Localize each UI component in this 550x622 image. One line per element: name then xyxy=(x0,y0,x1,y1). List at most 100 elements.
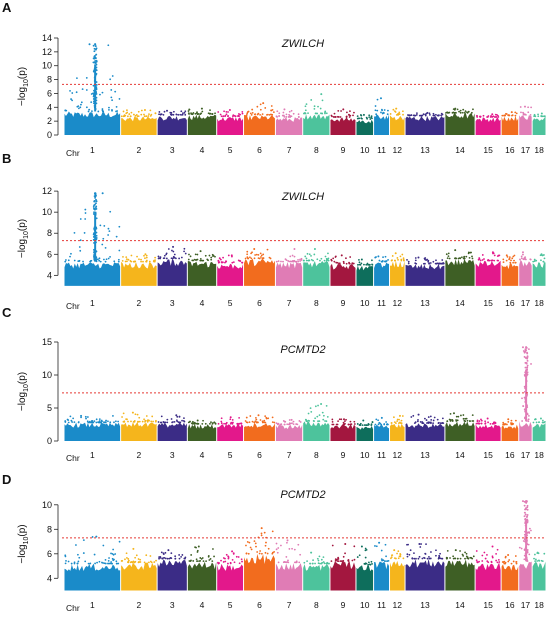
snp-point xyxy=(463,419,466,422)
snp-point xyxy=(353,420,356,423)
snp-point xyxy=(486,116,488,118)
snp-point xyxy=(140,258,142,261)
snp-point xyxy=(542,260,545,263)
snp-point xyxy=(293,548,296,551)
snp-point xyxy=(310,410,313,413)
snp-point xyxy=(317,562,320,565)
snp-point xyxy=(534,553,536,556)
snp-point xyxy=(271,416,274,419)
snp-point xyxy=(238,112,240,115)
snp-point xyxy=(543,552,546,555)
snp-point xyxy=(481,254,484,256)
snp-point xyxy=(307,419,310,422)
chr-label-7: 7 xyxy=(287,298,292,308)
snp-point xyxy=(394,111,397,113)
snp-point xyxy=(533,557,535,560)
snp-point xyxy=(390,422,393,424)
snp-point xyxy=(268,256,271,259)
chr-1-band xyxy=(64,111,121,135)
snp-point xyxy=(463,111,466,114)
snp-point xyxy=(164,551,167,554)
snp-point xyxy=(250,114,253,116)
snp-peak xyxy=(260,527,263,530)
chr-label-1: 1 xyxy=(90,450,95,460)
snp-point xyxy=(468,420,471,422)
snp-point xyxy=(245,544,247,547)
snp-point xyxy=(109,78,112,81)
snp-point xyxy=(314,112,317,115)
snp-point xyxy=(290,115,293,118)
snp-point xyxy=(455,415,458,418)
snp-point xyxy=(493,421,496,424)
x-axis-label: Chr xyxy=(66,148,80,158)
snp-point xyxy=(493,259,496,262)
signal-point xyxy=(95,202,97,205)
snp-point xyxy=(299,421,302,423)
snp-point xyxy=(251,251,253,254)
snp-peak xyxy=(131,411,134,414)
snp-point xyxy=(304,112,307,115)
chr-16-band xyxy=(501,115,519,135)
y-tick-label: 12 xyxy=(42,186,52,196)
snp-point xyxy=(69,415,72,418)
snp-point xyxy=(460,256,463,259)
snp-point xyxy=(133,260,136,263)
chr-9-band xyxy=(330,424,356,441)
snp-point xyxy=(481,259,484,261)
snp-point xyxy=(459,109,462,112)
snp-point xyxy=(118,98,121,100)
snp-point xyxy=(320,558,323,561)
snp-point xyxy=(73,562,76,565)
snp-point xyxy=(358,259,360,261)
chr-label-14: 14 xyxy=(455,450,465,460)
chr-10-band xyxy=(356,265,374,286)
snp-point xyxy=(166,421,169,424)
snp-point xyxy=(254,420,257,423)
snp-point xyxy=(259,252,262,255)
snp-point xyxy=(180,256,183,259)
snp-point xyxy=(264,421,267,424)
snp-point xyxy=(117,562,120,565)
y-tick-label: 14 xyxy=(42,33,52,43)
snp-point xyxy=(259,113,262,116)
snp-point xyxy=(458,110,460,113)
snp-point xyxy=(247,257,250,260)
snp-point xyxy=(77,107,80,110)
snp-point xyxy=(406,258,408,261)
snp-point xyxy=(419,421,422,423)
snp-point xyxy=(441,259,444,261)
chr-7-band xyxy=(275,261,303,286)
snp-point xyxy=(340,418,343,421)
snp-point xyxy=(175,113,178,116)
snp-point xyxy=(190,554,193,556)
y-tick-label: 10 xyxy=(42,370,52,380)
signal-point xyxy=(95,198,97,201)
snp-point xyxy=(158,111,161,113)
snp-point xyxy=(129,115,132,118)
snp-point xyxy=(446,549,449,552)
snp-point xyxy=(322,561,325,563)
chr-label-5: 5 xyxy=(228,600,233,610)
chr-13-band xyxy=(405,558,445,591)
snp-point xyxy=(71,421,74,423)
snp-point xyxy=(103,225,106,227)
panel-letter: A xyxy=(2,0,12,15)
signal-top-point xyxy=(94,192,97,195)
snp-point xyxy=(189,255,192,258)
snp-point xyxy=(462,554,465,557)
snp-point xyxy=(178,421,181,424)
snp-point xyxy=(387,258,389,261)
snp-point xyxy=(440,262,443,265)
chr-17-band xyxy=(519,421,532,441)
snp-point xyxy=(241,560,243,563)
chr-13-band xyxy=(405,115,445,135)
snp-point xyxy=(343,262,345,265)
chr-label-15: 15 xyxy=(483,145,493,155)
snp-point xyxy=(398,555,401,558)
snp-point xyxy=(277,561,280,564)
snp-point xyxy=(211,422,214,424)
snp-point xyxy=(417,557,420,560)
snp-point xyxy=(409,114,412,117)
snp-point xyxy=(85,106,88,109)
